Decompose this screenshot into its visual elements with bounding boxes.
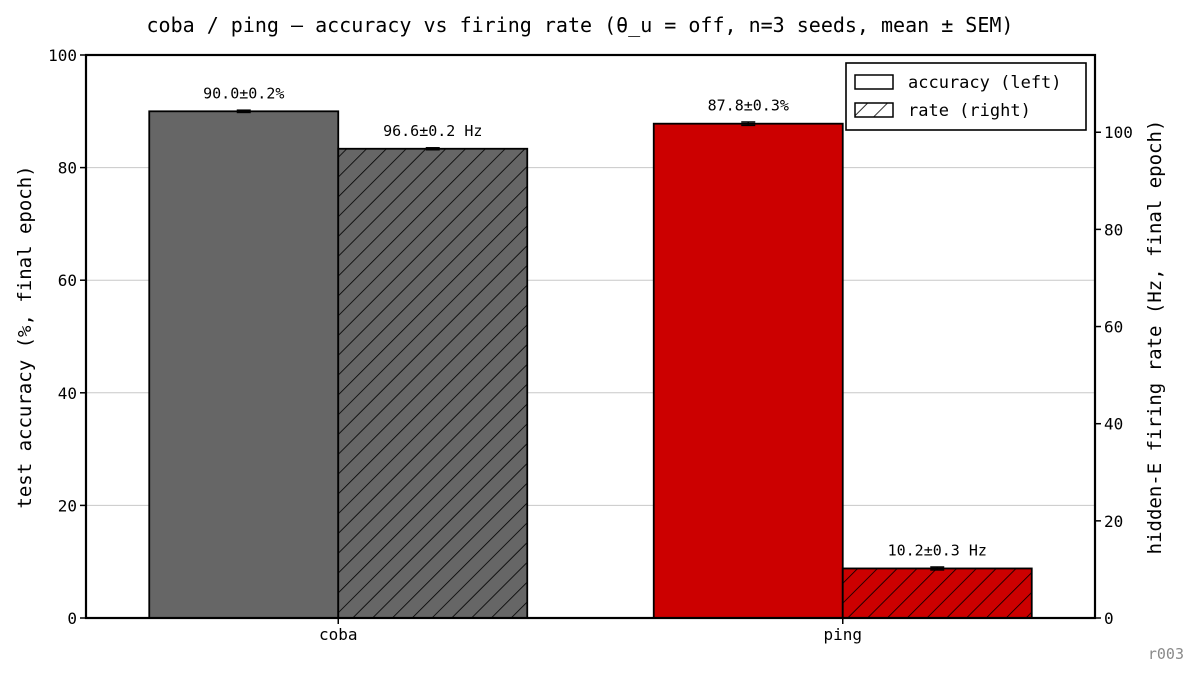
bar-hatch-coba [338,148,528,618]
y-right-tick-label: 20 [1104,512,1123,531]
data-label-ping-rate: 10.2±0.3 Hz [888,541,987,559]
y-left-tick-label: 100 [48,46,77,65]
legend: accuracy (left) rate (right) [845,62,1087,131]
run-id-label: r003 [1148,645,1184,663]
axes: 0 20 40 60 80 100 0 20 40 60 80 100 coba ping [48,46,1133,644]
bar-ping-accuracy [653,123,843,618]
y-left-tick-label: 60 [58,271,77,290]
x-tick-label: coba [319,625,358,644]
bar-hatch-ping [842,568,1032,618]
x-tick-label: ping [823,625,862,644]
y-right-tick-label: 0 [1104,609,1114,628]
y-right-tick-label: 80 [1104,220,1123,239]
data-label-coba-rate: 96.6±0.2 Hz [383,122,482,140]
y-left-tick-label: 80 [58,159,77,178]
y-left-tick-label: 40 [58,384,77,403]
plot-frame [84,53,1097,620]
legend-label-accuracy: accuracy (left) [908,73,1062,93]
y-right-tick-label: 40 [1104,415,1123,434]
y-left-tick-label: 0 [67,609,77,628]
y-axis-left-title: test accuracy (%, final epoch) [14,165,36,508]
legend-swatch-accuracy [854,74,894,90]
legend-label-rate: rate (right) [908,101,1031,121]
y-right-tick-label: 60 [1104,318,1123,337]
y-axis-right-title: hidden-E firing rate (Hz, final epoch) [1144,120,1166,555]
data-label-ping-accuracy: 87.8±0.3% [708,97,789,115]
legend-box [845,62,1087,131]
legend-swatch-rate [854,102,894,118]
bar-coba-accuracy [149,111,339,619]
y-left-tick-label: 20 [58,496,77,515]
chart-title: coba / ping — accuracy vs firing rate (θ… [147,13,1014,37]
bars: 90.0±0.2% 96.6±0.2 Hz 87.8±0.3% 10.2±0.3 Hz [148,84,1033,619]
data-label-coba-accuracy: 90.0±0.2% [203,84,284,102]
y-right-tick-label: 100 [1104,123,1133,142]
